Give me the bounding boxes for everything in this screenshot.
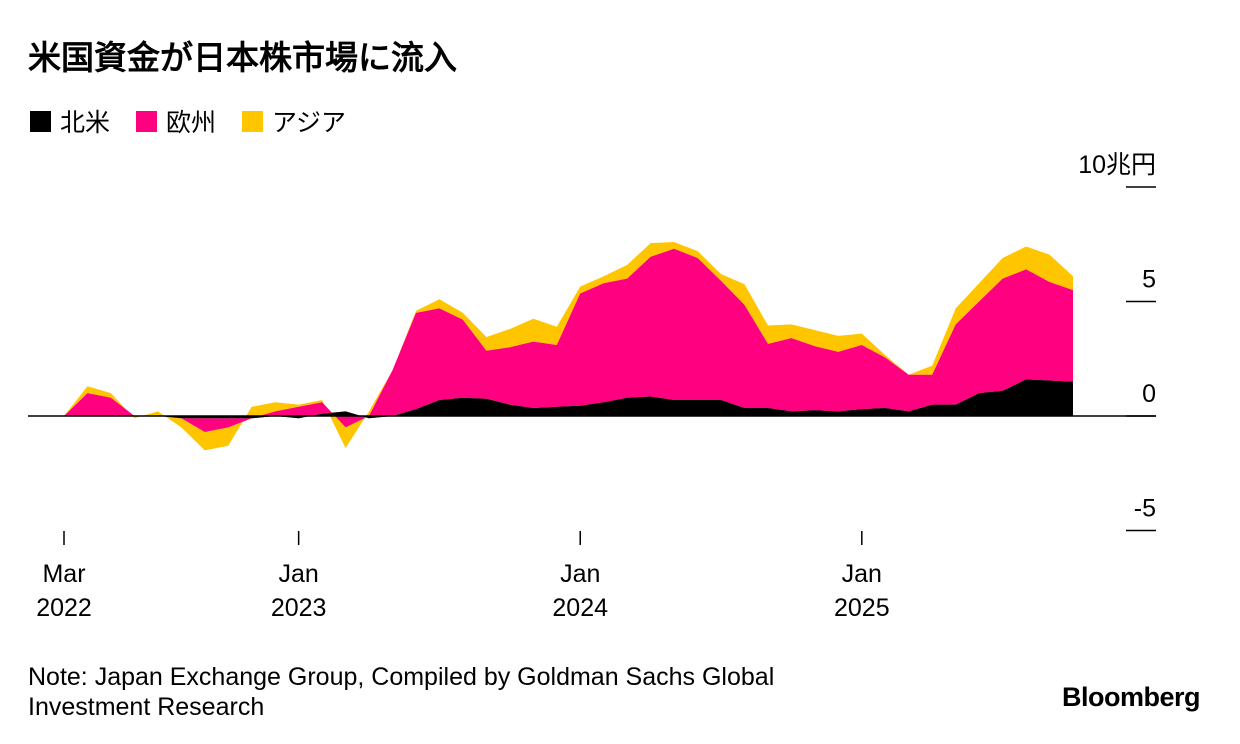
x-tick-label: 2025 [834,594,890,622]
legend-label-europe: 欧州 [166,108,217,137]
legend-swatch-asia [242,110,264,132]
area-series-asia [64,242,1073,451]
legend-item-north-america: 北米 [30,103,110,139]
x-tick-label: Jan [278,560,318,588]
x-tick-label: 2023 [271,594,327,622]
legend-label-asia: アジア [272,108,347,137]
x-tick-label: Jan [842,560,882,588]
y-tick-label: 10兆円 [1078,151,1156,179]
legend-item-europe: 欧州 [136,103,216,139]
area-series-north-america [64,379,1073,419]
bloomberg-logo: Bloomberg [1061,682,1201,712]
x-tick-label: Jan [560,560,600,588]
x-axis: Mar 2022 Jan 2023 Jan 2024 Jan 2025 [36,531,890,622]
x-tick-label: 2022 [36,594,92,622]
area-series-group [64,242,1073,451]
x-tick-label: Mar [42,560,85,588]
area-series-europe [64,248,1073,432]
stacked-area-chart: 10兆円 5 0 -5 Mar 2022 Jan 2023 Jan 2024 Jan 2025 [28,151,1156,622]
legend-label-north-america: 北米 [60,108,111,137]
y-tick-label: -5 [1134,495,1156,523]
y-axis: 10兆円 5 0 -5 [1078,151,1156,532]
legend: 北米 欧州 アジア [30,104,372,138]
legend-swatch-europe [136,110,158,132]
x-tick-label: 2024 [552,594,608,622]
chart-title: 米国資金が日本株市場に流入 [28,38,457,77]
legend-swatch-north-america [30,110,51,132]
y-tick-label: 0 [1142,380,1156,408]
legend-item-asia: アジア [242,103,346,139]
source-note: Note: Japan Exchange Group, Compiled by … [28,663,775,721]
y-tick-label: 5 [1142,266,1156,294]
